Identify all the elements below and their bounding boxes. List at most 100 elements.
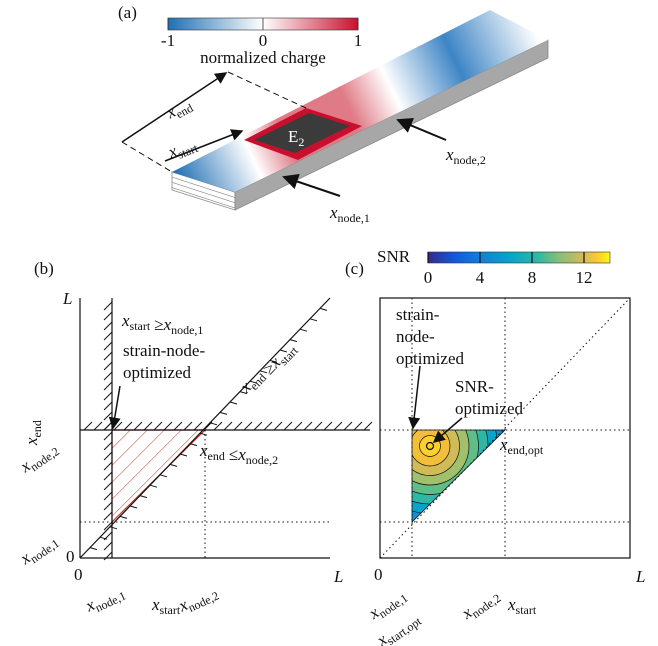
figure: (a)-101normalized chargeE2xendxstartxnod… (0, 0, 658, 646)
axis-max: L (62, 289, 72, 308)
colorbar-label: normalized charge (200, 48, 326, 67)
x-tick-label: xnode,2 (457, 584, 503, 625)
hatch (104, 442, 112, 450)
annotation: optimized (123, 363, 191, 382)
hatch (114, 422, 122, 430)
subscript: 2 (298, 135, 304, 149)
subscript: end (30, 420, 44, 437)
subscript: node,2 (454, 153, 486, 167)
hatch (130, 506, 137, 508)
hatch (160, 475, 167, 477)
origin: 0 (74, 565, 83, 584)
panel-label: (a) (118, 3, 137, 22)
colorbar-tick-label: 1 (354, 31, 363, 50)
colorbar-label: SNR (377, 247, 411, 266)
annotation: optimized (396, 349, 464, 368)
annotation: strain-node- (123, 341, 205, 360)
hatch (354, 422, 362, 430)
math-label: xend (162, 94, 195, 126)
subscript: node,1 (338, 211, 370, 225)
math-label: xnode,1 (329, 203, 370, 225)
hatch (120, 516, 127, 518)
hatch (104, 382, 112, 390)
colorbar-tick-label: 0 (424, 268, 433, 287)
hatch (284, 422, 292, 430)
colorbar-tick-label: 8 (528, 268, 537, 287)
axis-max: L (635, 567, 645, 586)
annotation: xend,opt (499, 435, 544, 457)
hatch (124, 422, 132, 430)
subscript: node,1 (376, 591, 411, 621)
hatch (320, 308, 327, 310)
operator: ≥ (154, 315, 163, 334)
hatch (104, 502, 112, 510)
hatch (144, 422, 152, 430)
hatch (290, 340, 297, 342)
hatch (104, 372, 112, 380)
hatch (300, 329, 307, 331)
hatch (244, 422, 252, 430)
math-label: xnode,2 (445, 145, 486, 167)
hatch (194, 422, 202, 430)
hatch (264, 422, 272, 430)
constraint: xstart≥xnode,1 (121, 311, 203, 337)
hatch (104, 462, 112, 470)
hatch (254, 422, 262, 430)
hatch (84, 422, 92, 430)
y-tick-label: xnode,1 (16, 530, 62, 571)
subscript: node,2 (469, 591, 504, 621)
subscript: end,opt (508, 443, 544, 457)
subscript: node,1 (93, 589, 128, 615)
x-axis-label: xstart (507, 595, 537, 617)
colorbar-tick-label: 4 (476, 268, 485, 287)
subscript: node,1 (171, 323, 203, 337)
hatch (140, 496, 147, 498)
hatch (214, 422, 222, 430)
annotation: node- (396, 327, 435, 346)
annotation: SNR- (455, 377, 494, 396)
y-axis-label: xend (22, 420, 44, 446)
axis-max: L (333, 567, 343, 586)
hatch (104, 422, 112, 430)
constraint: xend≤xnode,2 (199, 441, 278, 467)
hatch (104, 512, 112, 520)
hatch (314, 422, 322, 430)
subscript: start,opt (384, 614, 425, 646)
hatch (134, 422, 142, 430)
subscript: node,1 (27, 536, 62, 566)
hatch (104, 552, 112, 560)
x-tick-label: xnode,1 (82, 581, 128, 618)
hatch (224, 422, 232, 430)
hatch (184, 422, 192, 430)
hatch (104, 352, 112, 360)
hatch (220, 412, 227, 414)
origin: 0 (66, 547, 75, 566)
hatch (104, 312, 112, 320)
hatch (234, 422, 242, 430)
hatch (104, 452, 112, 460)
hatch (174, 422, 182, 430)
origin: 0 (374, 565, 383, 584)
subscript: node,2 (246, 453, 278, 467)
hatch (324, 422, 332, 430)
x-tick-label: xnode,1 (364, 584, 410, 625)
hatch (210, 423, 217, 425)
constraint: xend≥xstart (235, 335, 301, 402)
annotation: optimized (455, 399, 523, 418)
colorbar (428, 252, 610, 263)
hatch (170, 464, 177, 466)
subscript: start (175, 141, 200, 162)
hatch (104, 322, 112, 330)
hatch (344, 422, 352, 430)
colorbar-tick-label: -1 (161, 31, 175, 50)
annotation: strain- (396, 305, 440, 324)
colorbar-tick-label: 12 (576, 268, 593, 287)
panel-label: (b) (34, 259, 54, 278)
hatch (334, 422, 342, 430)
hatch (104, 492, 112, 500)
hatch (180, 454, 187, 456)
hatch (104, 402, 112, 410)
subscript: start (160, 603, 181, 617)
hatch (164, 422, 172, 430)
hatch (294, 422, 302, 430)
